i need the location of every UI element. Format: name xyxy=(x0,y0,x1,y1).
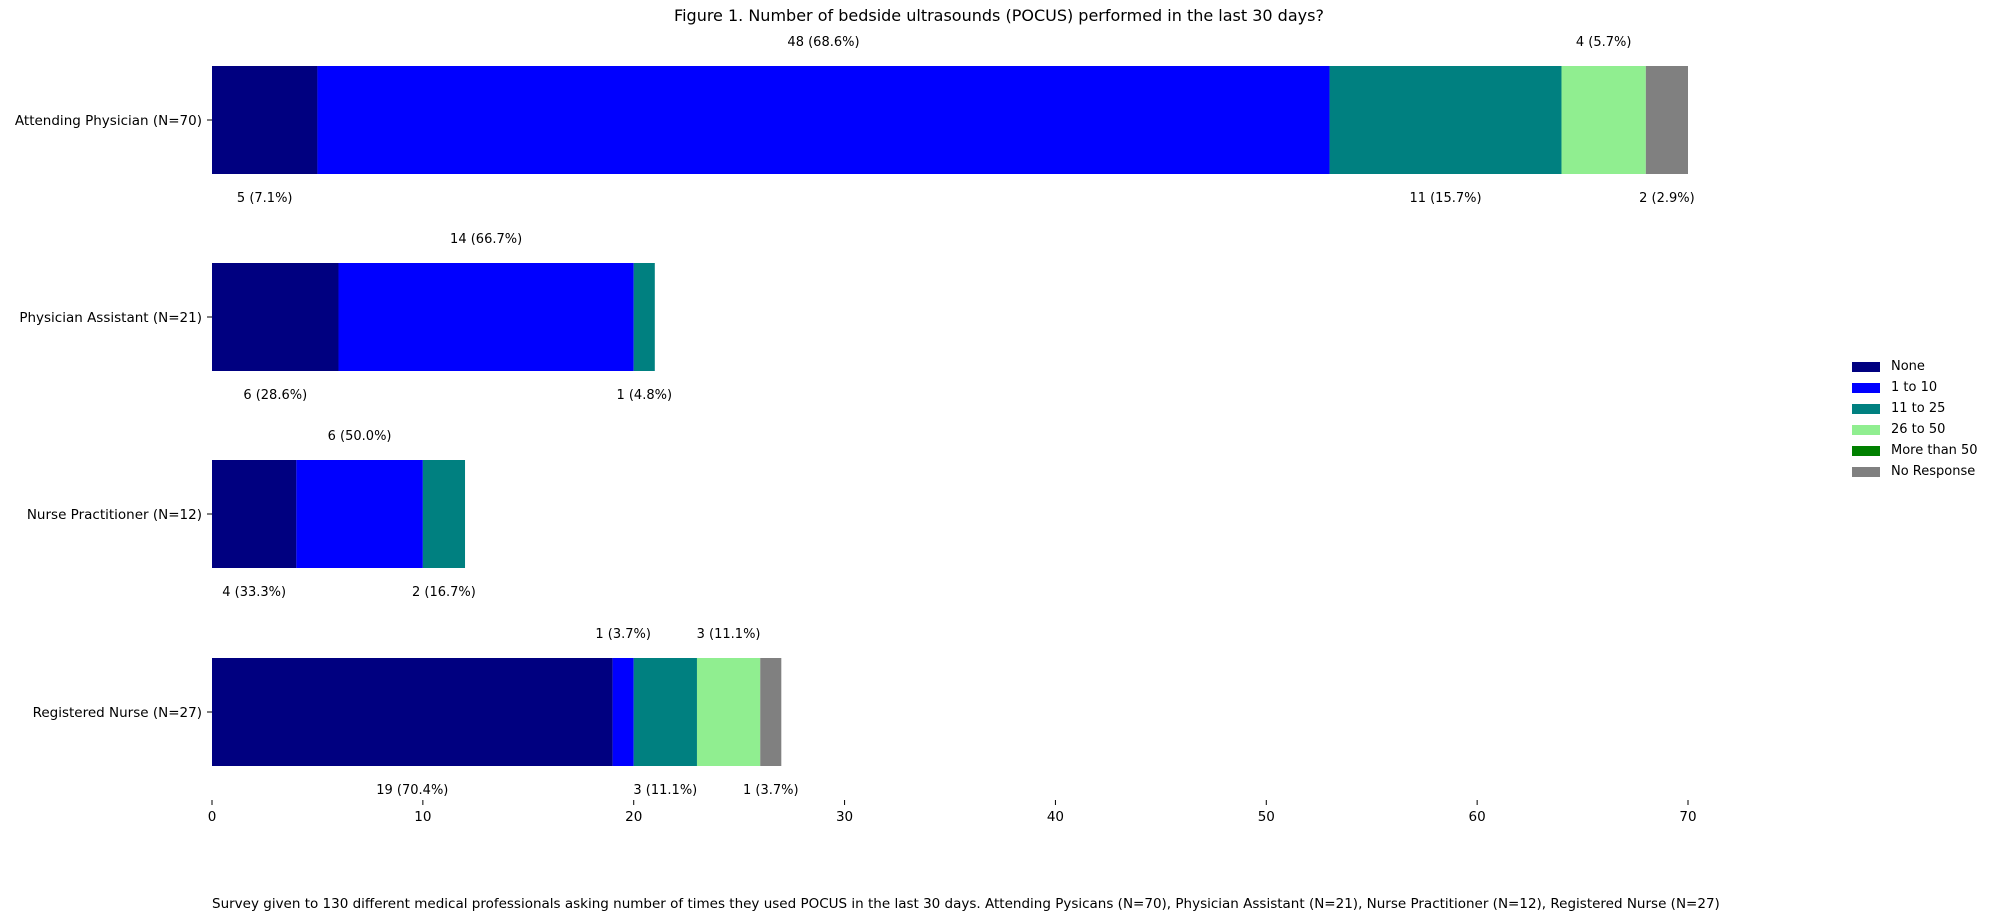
bar-11-to-25 xyxy=(422,460,466,568)
bar-11-to-25 xyxy=(1329,66,1562,174)
data-label: 2 (2.9%) xyxy=(1639,191,1695,206)
data-label: 6 (28.6%) xyxy=(243,388,307,403)
data-label: 48 (68.6%) xyxy=(787,35,859,50)
legend-swatch xyxy=(1852,403,1880,414)
bar-none xyxy=(212,658,613,766)
legend-swatch xyxy=(1852,382,1880,393)
bar-11-to-25 xyxy=(633,658,697,766)
legend-item: No Response xyxy=(1852,461,1978,482)
legend-swatch xyxy=(1852,424,1880,435)
bar-1-to-10 xyxy=(338,263,634,371)
data-label: 1 (3.7%) xyxy=(743,783,799,798)
legend-label: No Response xyxy=(1891,464,1976,479)
x-tick-label: 40 xyxy=(1047,809,1064,825)
data-label: 11 (15.7%) xyxy=(1409,191,1481,206)
data-label: 19 (70.4%) xyxy=(376,783,448,798)
data-label: 1 (4.8%) xyxy=(616,388,672,403)
y-tick-label: Nurse Practitioner (N=12) xyxy=(27,507,202,523)
bar-11-to-25 xyxy=(633,263,655,371)
footnote: Survey given to 130 different medical pr… xyxy=(212,896,1720,912)
x-tick-label: 0 xyxy=(208,809,217,825)
chart-title: Figure 1. Number of bedside ultrasounds … xyxy=(674,6,1324,25)
bar-no-response xyxy=(1645,66,1688,174)
data-label: 1 (3.7%) xyxy=(595,627,651,642)
legend-item: More than 50 xyxy=(1852,440,1978,461)
x-tick-label: 10 xyxy=(414,809,431,825)
x-tick-label: 20 xyxy=(625,809,642,825)
data-label: 6 (50.0%) xyxy=(328,429,392,444)
legend-item: 1 to 10 xyxy=(1852,377,1978,398)
data-label: 3 (11.1%) xyxy=(633,783,697,798)
legend-swatch xyxy=(1852,361,1880,372)
bar-1-to-10 xyxy=(296,460,423,568)
y-tick-label: Registered Nurse (N=27) xyxy=(33,705,202,721)
legend-label: 11 to 25 xyxy=(1891,401,1946,416)
legend-label: 26 to 50 xyxy=(1891,422,1946,437)
x-tick-label: 70 xyxy=(1679,809,1696,825)
data-label: 14 (66.7%) xyxy=(450,232,522,247)
legend-item: 11 to 25 xyxy=(1852,398,1978,419)
bars-group xyxy=(212,66,1688,766)
bar-26-to-50 xyxy=(1561,66,1646,174)
x-tick-label: 60 xyxy=(1469,809,1486,825)
legend-label: 1 to 10 xyxy=(1891,380,1938,395)
data-label: 4 (33.3%) xyxy=(222,585,286,600)
bar-none xyxy=(212,66,318,174)
y-axis-labels: Attending Physician (N=70) Physician Assi… xyxy=(15,113,212,721)
x-tick-label: 30 xyxy=(836,809,853,825)
data-label: 3 (11.1%) xyxy=(697,627,761,642)
legend-label: None xyxy=(1891,359,1925,374)
data-label: 4 (5.7%) xyxy=(1576,35,1632,50)
y-tick-label: Physician Assistant (N=21) xyxy=(19,310,202,326)
x-tick-label: 50 xyxy=(1258,809,1275,825)
bar-26-to-50 xyxy=(696,658,761,766)
legend-item: 26 to 50 xyxy=(1852,419,1978,440)
legend-item: None xyxy=(1852,356,1978,377)
legend-swatch xyxy=(1852,445,1880,456)
x-axis: 0 10 20 30 40 50 60 70 xyxy=(208,800,1697,825)
legend: None 1 to 10 11 to 25 26 to 50 More than 50 N… xyxy=(1852,356,1978,482)
bar-none xyxy=(212,263,339,371)
bar-none xyxy=(212,460,297,568)
data-labels-group: 5 (7.1%) 48 (68.6%) 11 (15.7%) 4 (5.7%) 2 (2… xyxy=(222,35,1694,798)
data-label: 2 (16.7%) xyxy=(412,585,476,600)
legend-swatch xyxy=(1852,466,1880,477)
y-tick-label: Attending Physician (N=70) xyxy=(15,113,202,129)
bar-no-response xyxy=(760,658,782,766)
bar-1-to-10 xyxy=(612,658,634,766)
legend-label: More than 50 xyxy=(1891,443,1978,458)
bar-1-to-10 xyxy=(317,66,1330,174)
data-label: 5 (7.1%) xyxy=(237,191,293,206)
